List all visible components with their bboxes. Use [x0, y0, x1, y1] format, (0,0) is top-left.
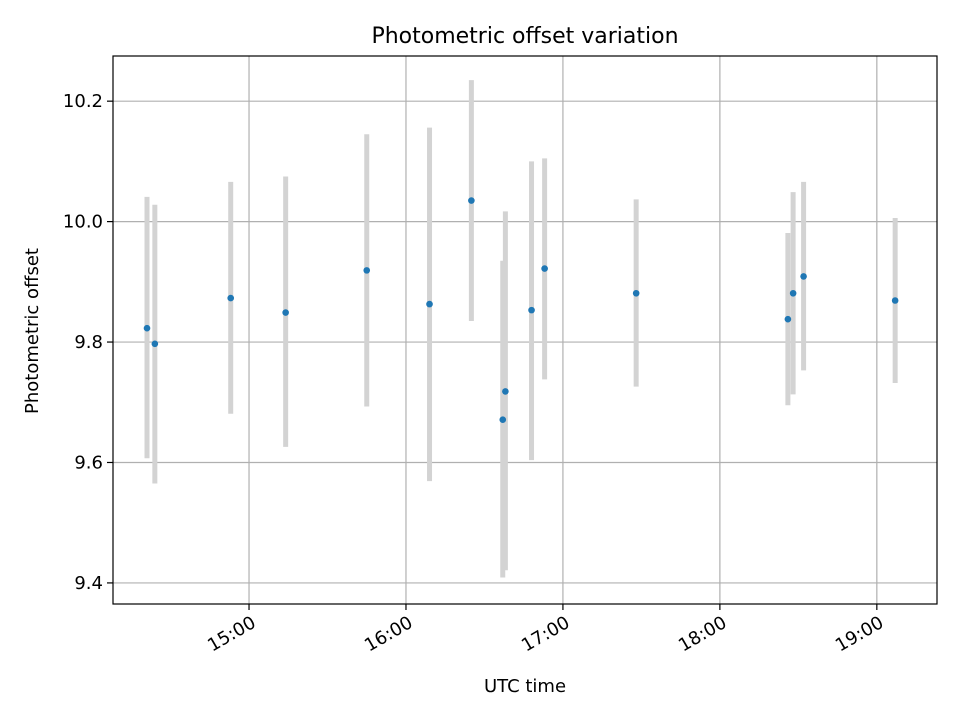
data-points: [143, 197, 899, 424]
data-point: [282, 309, 289, 316]
data-point: [528, 306, 535, 314]
data-point: [541, 265, 548, 272]
grid: [113, 56, 937, 604]
y-tick-label: 10.2: [63, 91, 103, 112]
data-point: [363, 267, 371, 274]
data-point: [800, 273, 807, 280]
y-tick-label: 9.6: [74, 452, 103, 473]
y-tick-label: 9.4: [74, 573, 103, 594]
data-point: [632, 289, 640, 297]
data-point: [789, 289, 797, 297]
data-point: [151, 340, 159, 348]
data-point: [426, 300, 433, 308]
y-axis-ticks: 9.4 9.6 9.8 10.0 10.2: [63, 91, 113, 594]
y-tick-label: 10.0: [63, 212, 103, 233]
data-point: [891, 297, 899, 304]
data-point: [502, 388, 509, 395]
y-axis-title: Photometric offset: [22, 248, 43, 414]
data-point: [227, 294, 235, 302]
data-point: [468, 197, 475, 204]
x-axis-title: UTC time: [484, 676, 566, 697]
data-point: [499, 416, 507, 424]
plot-frame: [112, 55, 938, 605]
y-tick-label: 9.8: [74, 332, 103, 353]
chart-title: Photometric offset variation: [371, 24, 678, 49]
data-point: [143, 324, 151, 332]
data-point: [784, 315, 792, 323]
